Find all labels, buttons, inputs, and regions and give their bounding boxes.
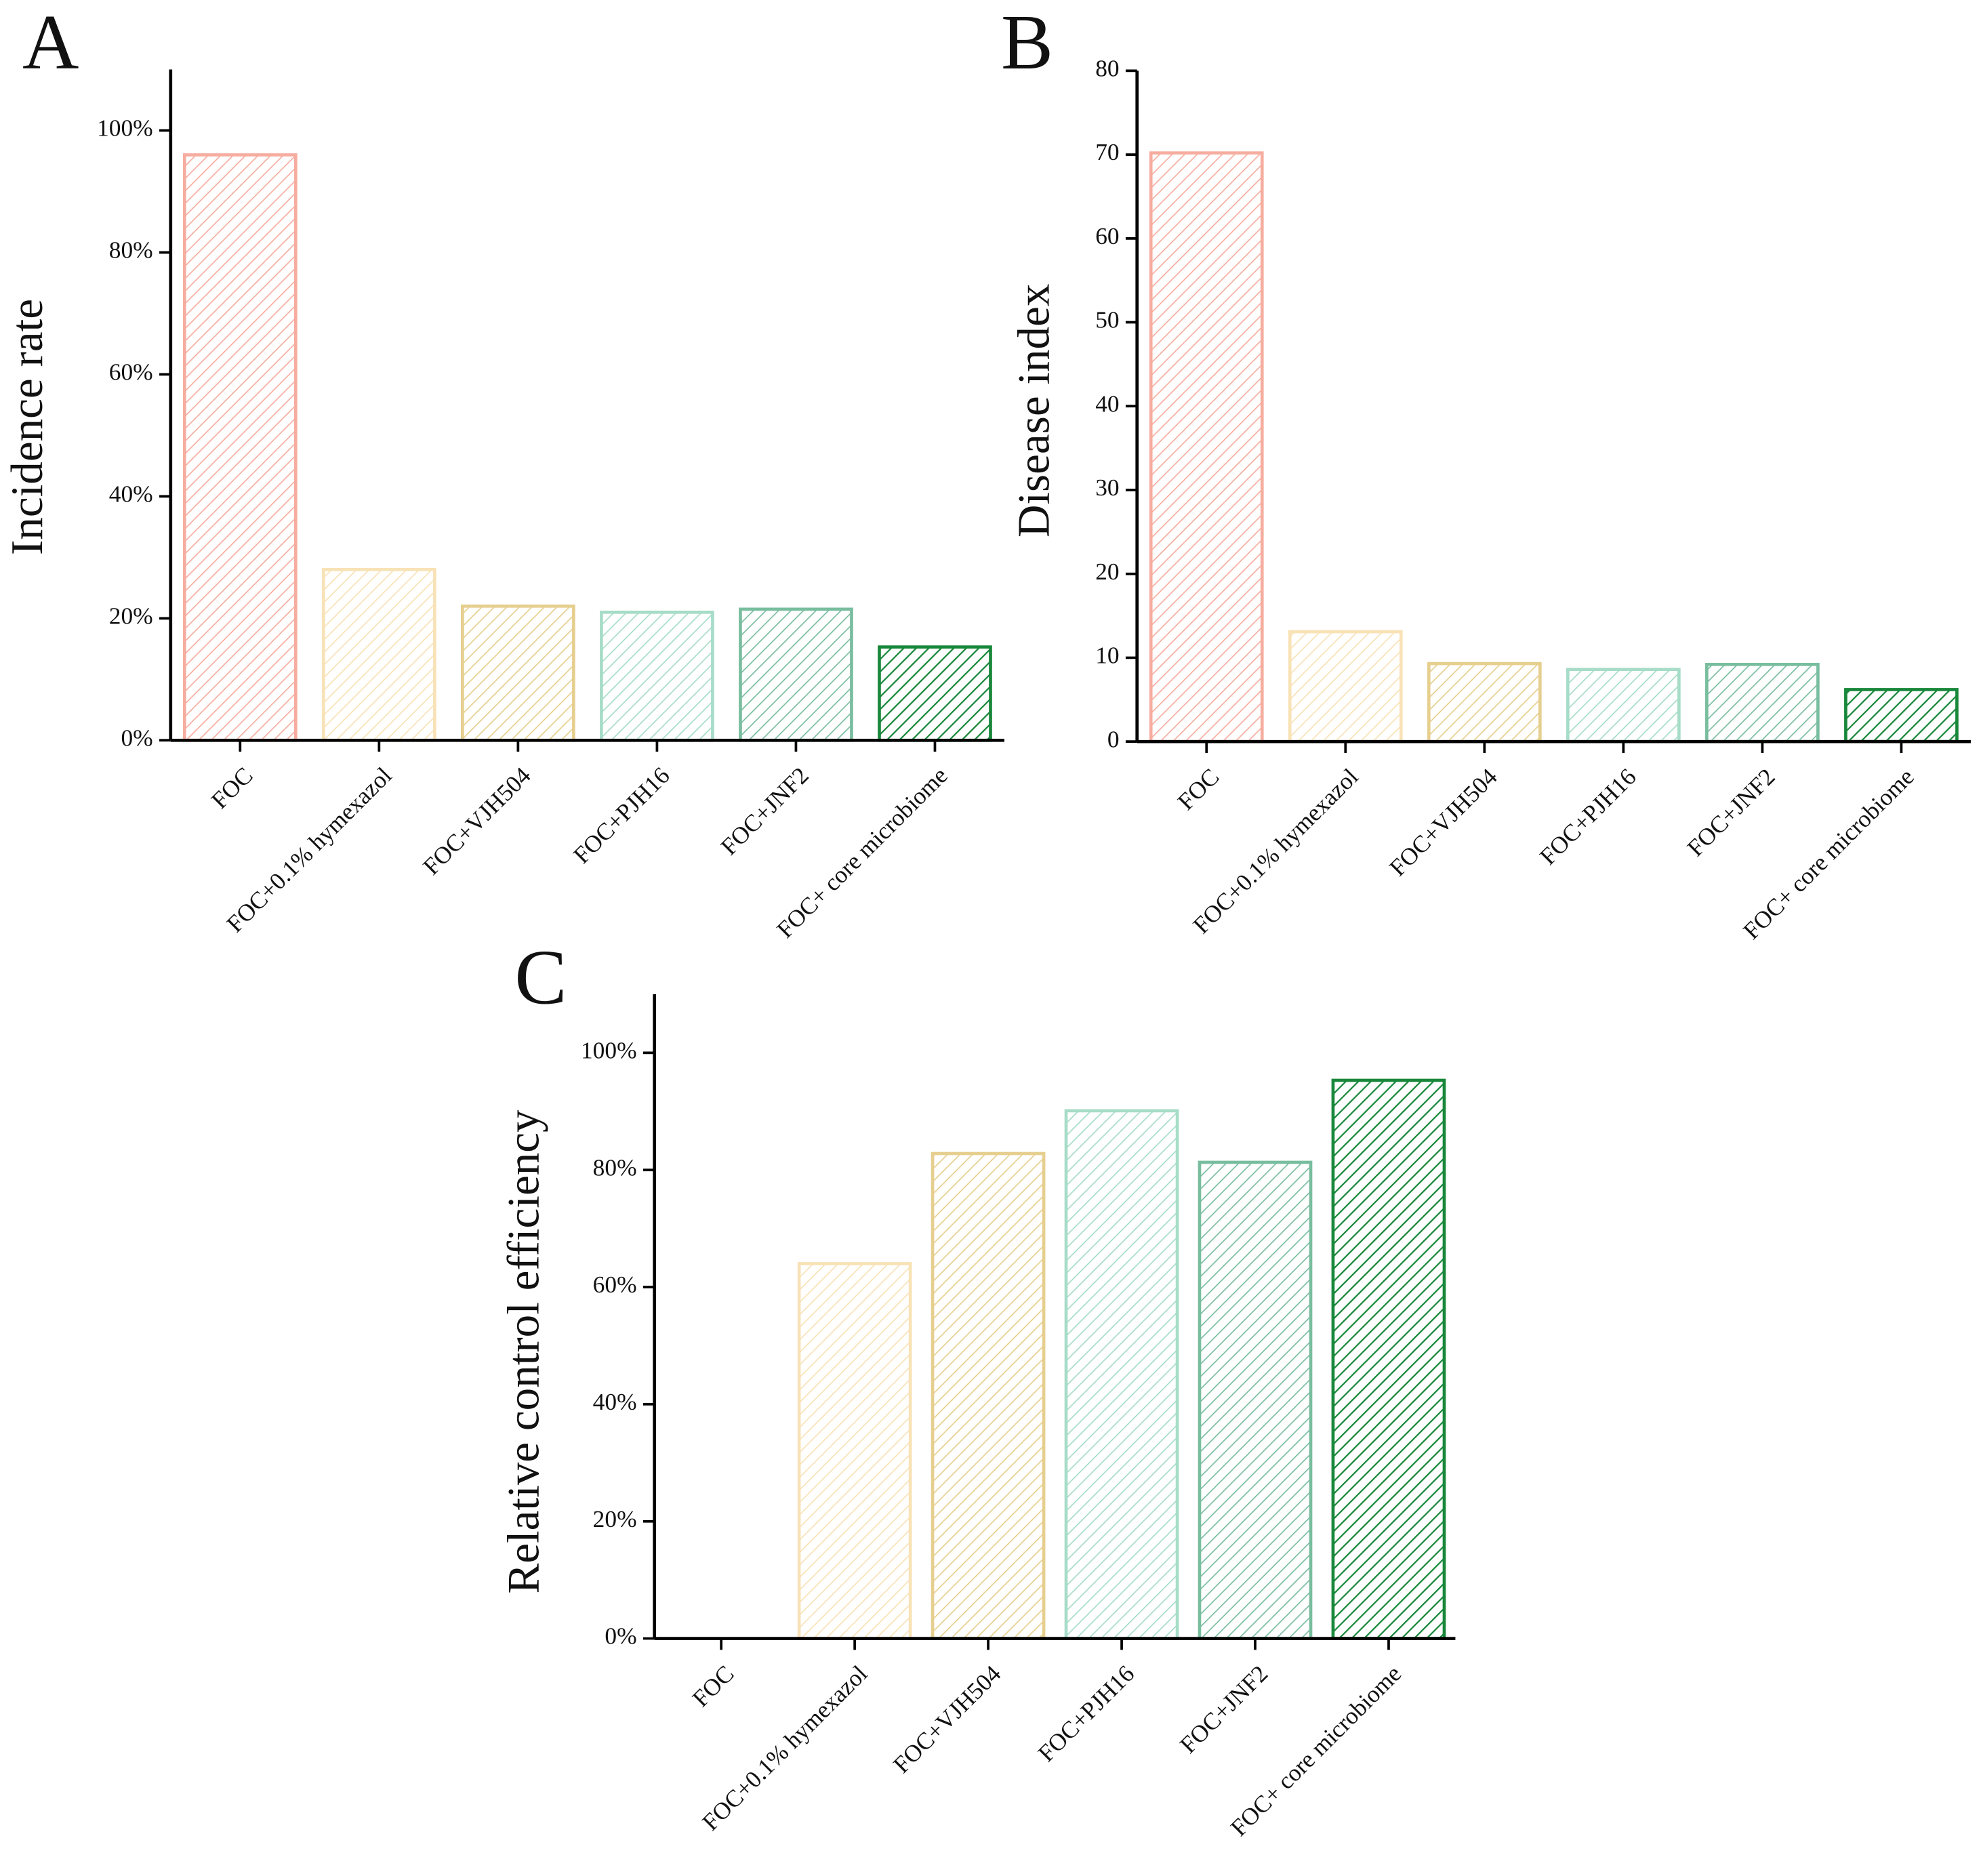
bar bbox=[797, 1262, 912, 1640]
y-tick-label: 80% bbox=[109, 237, 153, 264]
y-tick-label: 60 bbox=[1095, 222, 1119, 249]
bar bbox=[461, 605, 575, 742]
bar bbox=[1149, 151, 1264, 743]
y-tick-label: 20% bbox=[109, 602, 153, 629]
bar bbox=[1198, 1160, 1313, 1640]
x-tick-label: FOC bbox=[206, 762, 258, 814]
bar bbox=[878, 645, 992, 742]
bar bbox=[1064, 1109, 1179, 1640]
x-tick-label: FOC+VJH504 bbox=[417, 762, 536, 880]
bar bbox=[321, 568, 436, 742]
bar bbox=[1331, 1078, 1446, 1640]
y-tick-label: 10 bbox=[1095, 642, 1119, 669]
panel-label: B bbox=[1001, 0, 1053, 85]
panel-label: C bbox=[514, 933, 567, 1020]
y-tick-label: 100% bbox=[581, 1036, 637, 1063]
bar bbox=[1705, 662, 1820, 743]
bar bbox=[600, 611, 714, 742]
y-tick-label: 0% bbox=[121, 724, 152, 751]
x-tick-label: FOC bbox=[687, 1660, 739, 1712]
y-tick-label: 40% bbox=[593, 1388, 637, 1415]
x-tick-label: FOC+VJH504 bbox=[1384, 763, 1503, 882]
panel-label: A bbox=[22, 0, 79, 85]
y-tick-label: 80 bbox=[1095, 55, 1119, 82]
y-tick-label: 60% bbox=[109, 359, 153, 386]
y-axis-title: Disease index bbox=[1008, 284, 1059, 538]
x-tick-label: FOC+JNF2 bbox=[1175, 1660, 1273, 1758]
x-tick-label: FOC+PJH16 bbox=[1032, 1660, 1139, 1767]
bar bbox=[182, 153, 298, 742]
bar bbox=[1288, 630, 1403, 743]
y-tick-label: 30 bbox=[1095, 474, 1119, 501]
bar bbox=[1427, 661, 1542, 743]
y-tick-label: 100% bbox=[97, 115, 153, 142]
y-tick-label: 70 bbox=[1095, 138, 1119, 165]
bar bbox=[1844, 688, 1959, 743]
bar bbox=[739, 607, 853, 742]
x-tick-label: FOC+PJH16 bbox=[568, 762, 675, 869]
y-tick-label: 60% bbox=[593, 1271, 637, 1298]
y-tick-label: 80% bbox=[593, 1154, 637, 1181]
y-tick-label: 20 bbox=[1095, 558, 1119, 585]
x-tick-label: FOC+VJH504 bbox=[888, 1660, 1006, 1778]
y-tick-label: 50 bbox=[1095, 306, 1119, 333]
y-tick-label: 0% bbox=[605, 1623, 636, 1650]
y-tick-label: 20% bbox=[593, 1505, 637, 1532]
x-tick-label: FOC+PJH16 bbox=[1534, 763, 1641, 870]
y-axis-title: Relative control efficiency bbox=[498, 1109, 549, 1594]
x-tick-label: FOC bbox=[1172, 763, 1225, 815]
y-tick-label: 40 bbox=[1095, 390, 1119, 417]
y-tick-label: 40% bbox=[109, 480, 153, 507]
bar bbox=[1566, 668, 1681, 743]
x-tick-label: FOC+JNF2 bbox=[715, 762, 813, 860]
x-tick-label: FOC+JNF2 bbox=[1681, 763, 1780, 861]
y-axis-title: Incidence rate bbox=[1, 299, 52, 555]
bar bbox=[931, 1151, 1046, 1640]
y-tick-label: 0 bbox=[1107, 725, 1120, 752]
